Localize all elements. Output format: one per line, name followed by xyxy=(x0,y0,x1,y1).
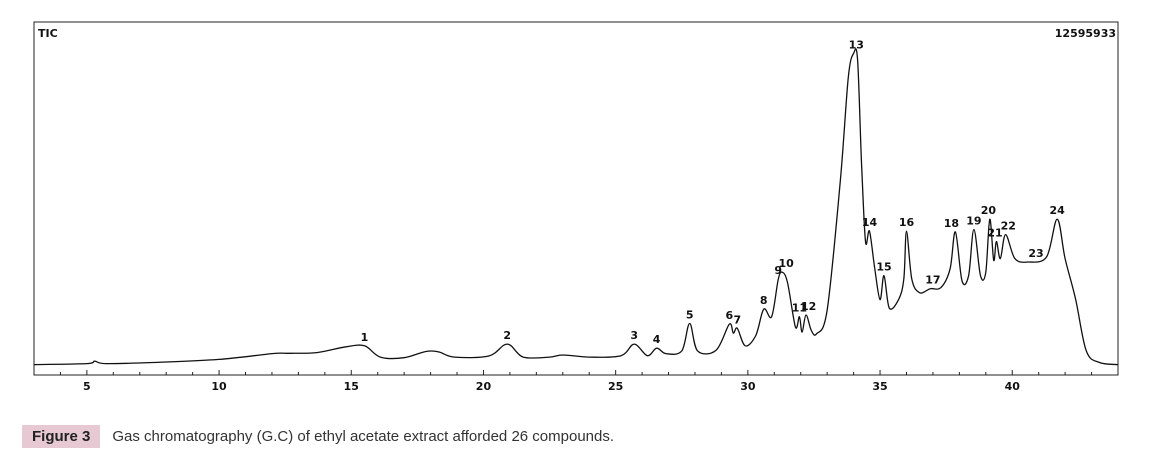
x-tick-label: 5 xyxy=(83,380,91,393)
peak-label-16: 16 xyxy=(899,216,915,229)
peak-label-15: 15 xyxy=(876,261,891,274)
peak-label-3: 3 xyxy=(630,329,638,342)
peak-label-11: 11 xyxy=(792,302,807,315)
max-intensity-label: 12595933 xyxy=(1055,27,1116,40)
x-tick-label: 10 xyxy=(211,380,227,393)
plot-frame xyxy=(33,21,1119,376)
peak-label-4: 4 xyxy=(653,333,661,346)
peak-label-21: 21 xyxy=(987,226,1002,239)
peak-label-24: 24 xyxy=(1050,204,1066,217)
peak-label-14: 14 xyxy=(862,216,878,229)
x-tick-label: 25 xyxy=(608,380,623,393)
peak-label-22: 22 xyxy=(1001,220,1016,233)
x-tick-label: 40 xyxy=(1005,380,1021,393)
x-tick-label: 20 xyxy=(476,380,492,393)
peak-label-18: 18 xyxy=(944,217,959,230)
peak-label-13: 13 xyxy=(849,38,864,51)
peak-label-9: 9 xyxy=(774,264,782,277)
peak-label-5: 5 xyxy=(686,309,694,322)
peak-label-23: 23 xyxy=(1028,247,1043,260)
peak-label-20: 20 xyxy=(981,204,997,217)
peak-label-10: 10 xyxy=(779,257,795,270)
peak-label-2: 2 xyxy=(503,329,511,342)
peak-label-1: 1 xyxy=(361,331,369,344)
caption-text: Gas chromatography (G.C) of ethyl acetat… xyxy=(112,427,615,445)
peak-label-12: 12 xyxy=(801,300,816,313)
x-tick-label: 30 xyxy=(740,380,756,393)
peak-label-17: 17 xyxy=(925,274,940,287)
tic-label: TIC xyxy=(38,27,58,40)
chromatogram-trace xyxy=(33,48,1119,366)
peak-label-19: 19 xyxy=(966,214,981,227)
peak-label-7: 7 xyxy=(733,313,741,326)
x-axis: 5 10 15 20 25 30 35 40 xyxy=(33,370,1119,393)
chromatogram-chart: TIC 12595933 5 10 15 20 25 30 35 40 1 2 3 45 6 78910… xyxy=(33,21,1119,393)
figure-caption: Figure 3 Gas chromatography (G.C) of eth… xyxy=(22,424,614,448)
figure-tag: Figure 3 xyxy=(22,424,101,448)
x-tick-label: 15 xyxy=(344,380,359,393)
peak-label-6: 6 xyxy=(726,309,734,322)
peak-label-8: 8 xyxy=(760,294,768,307)
x-tick-label: 35 xyxy=(872,380,887,393)
